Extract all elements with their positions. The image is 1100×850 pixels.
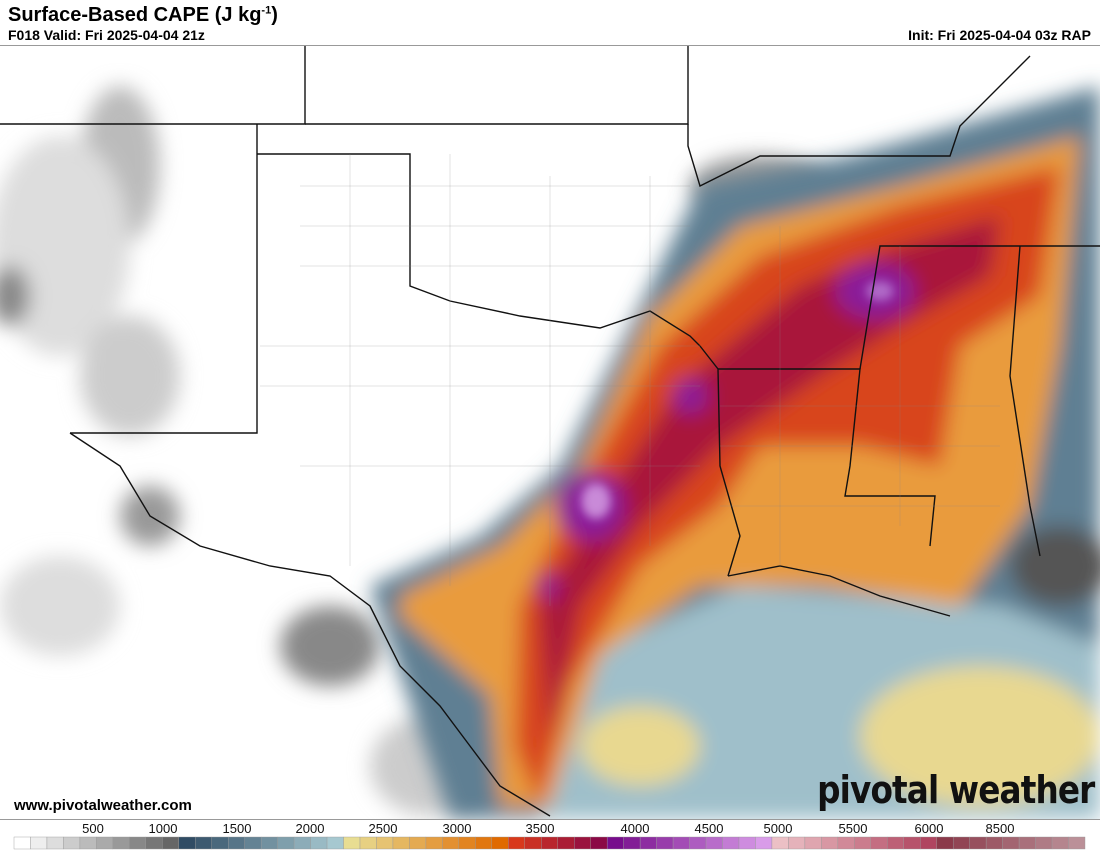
colorbar-cell [343,836,361,850]
colorbar-cell [359,836,377,850]
colorbar-cell [656,836,674,850]
colorbar-label: 3000 [442,821,472,836]
colorbar-cell [227,836,245,850]
pivotal-weather-logo: pivotal weather [816,768,1095,812]
colorbar-cell [524,836,542,850]
colorbar-cell [63,836,81,850]
colorbar-cell [722,836,740,850]
colorbar-label: 2000 [295,821,325,836]
colorbar-cell [804,836,822,850]
colorbar-cell [96,836,114,850]
colorbar-cell [442,836,460,850]
colorbar-cell [129,836,147,850]
colorbar-cell [409,836,427,850]
county-lines [260,154,1000,606]
colorbar-cell [705,836,723,850]
colorbar-cell [310,836,328,850]
colorbar-cell [541,836,558,850]
cape-field-color [370,86,1100,819]
colorbar-cell [985,836,1003,850]
map-title: Surface-Based CAPE (J kg-1) [8,3,278,27]
colorbar-cell [920,836,937,850]
colorbar-cell [738,836,756,850]
colorbar-cell [491,836,509,850]
colorbar-cell [870,836,888,850]
colorbar-cell [326,836,344,850]
colorbar-cell [1002,836,1020,850]
title-text: Surface-Based CAPE (J kg [8,4,262,26]
colorbar-cell [277,836,295,850]
colorbar-label: 1500 [222,821,252,836]
colorbar-label: 4000 [620,821,650,836]
colorbar-cell [672,836,690,850]
colorbar-label: 5500 [838,821,868,836]
colorbar-cell [755,836,773,850]
colorbar-cell [145,836,163,850]
colorbar-label: 8500 [985,821,1015,836]
colorbar-cell [260,836,278,850]
colorbar-label: 4500 [694,821,724,836]
colorbar-cell [969,836,987,850]
colorbar-cell [293,836,311,850]
colorbar-cell [211,836,229,850]
colorbar-cell [623,836,641,850]
colorbar-cell [46,836,64,850]
colorbar-label: 1000 [148,821,178,836]
valid-time: F018 Valid: Fri 2025-04-04 21z [8,27,205,43]
colorbar-label: 2500 [368,821,398,836]
colorbar-cell [887,836,904,850]
colorbar-cell [1018,836,1036,850]
colorbar-cell [178,836,196,850]
colorbar-cell [821,836,839,850]
init-time: Init: Fri 2025-04-04 03z RAP [908,27,1091,43]
colorbar-cell [1068,836,1086,850]
colorbar-cell [557,836,575,850]
colorbar-cell [13,836,31,850]
colorbar-cell [425,836,443,850]
colorbar-label: 500 [82,821,104,836]
colorbar-cell [458,836,476,850]
colorbar-cells [13,836,1086,850]
colorbar-cell [376,836,394,850]
colorbar-cell [30,836,48,850]
colorbar-label: 6000 [914,821,944,836]
colorbar-cell [195,836,212,850]
colorbar-label: 3500 [525,821,555,836]
colorbar-cell [475,836,493,850]
colorbar-cell [854,836,871,850]
colorbar-cell [112,836,130,850]
colorbar-cell [244,836,262,850]
colorbar-cell [952,836,970,850]
colorbar-cell [1035,836,1053,850]
colorbar-cell [837,836,855,850]
title-superscript: -1 [261,4,272,17]
colorbar-cell [771,836,789,850]
colorbar-cell [689,836,707,850]
colorbar-cell [392,836,410,850]
title-close: ) [271,4,278,26]
colorbar-cell [574,836,591,850]
colorbar-cell [788,836,806,850]
colorbar-cell [508,836,525,850]
colorbar-cell [903,836,921,850]
colorbar-label: 5000 [763,821,793,836]
colorbar-cell [606,836,624,850]
colorbar-cell [79,836,97,850]
website-label[interactable]: www.pivotalweather.com [14,797,192,814]
colorbar-cell [639,836,657,850]
colorbar-cell [162,836,179,850]
colorbar-cell [590,836,608,850]
cape-map[interactable] [0,45,1100,820]
colorbar-cell [936,836,954,850]
colorbar: 500 1000 1500 2000 2500 3000 3500 4000 4500 5000 5… [0,818,1100,850]
colorbar-cell [1051,836,1069,850]
